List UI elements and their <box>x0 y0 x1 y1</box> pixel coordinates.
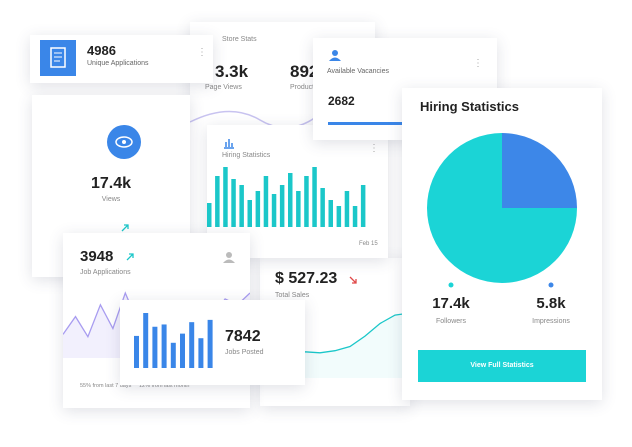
pie-slice <box>502 133 577 208</box>
views-label: Views <box>101 196 121 203</box>
date: Feb 15 <box>359 241 378 247</box>
job-applications-value: 3948 <box>80 248 114 265</box>
jobs-posted-label: Jobs Posted <box>225 349 264 356</box>
bar <box>152 326 158 368</box>
bar <box>255 191 261 227</box>
bar <box>161 324 167 368</box>
jobs-posted-card: 7842 Jobs Posted <box>120 300 305 385</box>
down-arrow <box>349 276 357 284</box>
jobs-posted-value: 7842 <box>225 328 261 345</box>
job-applications-label: Job Applications <box>80 269 131 276</box>
bar <box>134 335 139 368</box>
vacancies-value: 2682 <box>328 94 355 108</box>
footer-left: 55% from last 7 days <box>80 383 132 389</box>
bar <box>170 342 176 368</box>
followers-value: 17.4k <box>432 295 470 312</box>
bar <box>312 167 317 227</box>
pie-chart <box>427 133 577 283</box>
footer-right: 12% from last month <box>139 383 190 389</box>
followers-label: Followers <box>436 318 466 325</box>
bar <box>143 313 149 368</box>
bar <box>215 176 220 227</box>
bar <box>247 200 252 227</box>
hiring-title: Hiring Statistics <box>420 99 519 114</box>
bar <box>296 191 301 227</box>
bar <box>239 185 244 227</box>
bar <box>344 191 350 227</box>
doc-icon <box>40 40 76 76</box>
bar <box>320 188 325 227</box>
applications-value: 4986 <box>87 43 116 58</box>
bar <box>263 176 269 227</box>
person-icon <box>329 50 341 61</box>
person-icon <box>223 252 235 263</box>
bar <box>231 179 236 227</box>
bar <box>207 319 213 368</box>
impressions-label: Impressions <box>532 318 570 325</box>
up-arrow <box>121 224 129 232</box>
bar <box>336 206 342 227</box>
eye-icon <box>107 125 141 159</box>
sales-value: $ 527.23 <box>275 270 338 287</box>
bar-chart <box>134 313 213 368</box>
view-button[interactable]: View Full Statistics <box>418 350 586 382</box>
menu[interactable]: ⋮ <box>197 47 207 58</box>
bar <box>223 167 228 227</box>
vacancies-label: Available Vacancies <box>327 68 390 75</box>
menu[interactable]: ⋮ <box>473 58 483 69</box>
products: 892 <box>290 62 319 81</box>
page-views-label: Page Views <box>205 84 242 91</box>
bar-chart <box>207 167 366 227</box>
products-label: Products <box>290 84 318 91</box>
bar <box>328 200 333 227</box>
legend-dots <box>448 282 554 288</box>
bar <box>189 322 195 368</box>
hiring-card: Hiring Statistics 17.4k Followers 5.8k I… <box>402 88 602 400</box>
sales-label: Total Sales <box>275 292 310 299</box>
bar <box>279 185 285 227</box>
store-stats-title: Store Stats <box>222 36 257 43</box>
bar <box>271 194 277 227</box>
hiring-small-title: Hiring Statistics <box>222 152 271 159</box>
views-value: 17.4k <box>90 175 132 192</box>
bar <box>288 173 293 227</box>
up-arrow <box>126 253 134 261</box>
bar <box>360 185 366 227</box>
applications-card: 4986 Unique Applications ⋮ <box>30 35 213 83</box>
impressions-value: 5.8k <box>536 295 566 312</box>
applications-label: Unique Applications <box>87 60 149 67</box>
bar <box>352 206 358 227</box>
page-views: 3.3k <box>215 62 249 81</box>
bar <box>180 333 185 368</box>
menu[interactable]: ⋮ <box>369 143 379 154</box>
bar <box>207 203 212 227</box>
bar <box>304 176 309 227</box>
chart-icon <box>224 139 234 149</box>
bar <box>198 338 204 368</box>
